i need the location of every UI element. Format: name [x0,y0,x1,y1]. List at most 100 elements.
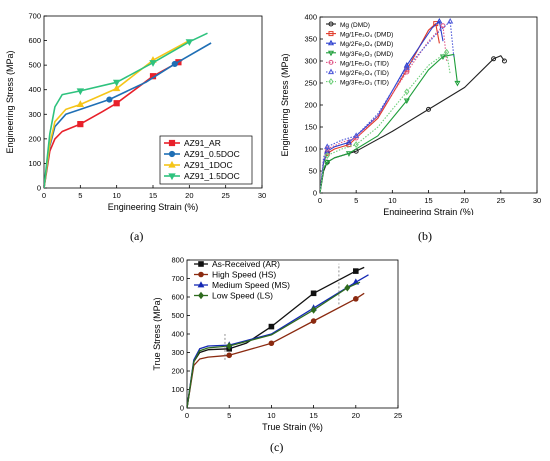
y-tick-label: 400 [171,330,184,339]
chart-c: 0 5 10 15 20 25 0 100 200 300 400 500 600 700 800 True … [152,256,402,433]
data-point [404,69,410,75]
y-tick-label: 300 [28,110,41,119]
legend-marker [168,160,176,168]
data-point [403,64,410,70]
y-tick-label: 100 [171,385,184,394]
legend-label: Mg/2Fe₃O₄ (DMD) [340,41,393,48]
legend-marker [197,281,205,288]
x-tick-label: 10 [388,196,396,205]
x-tick-label: 15 [309,411,317,420]
legend-marker [168,150,176,158]
data-point [404,88,410,96]
x-tick-label: 20 [460,196,468,205]
y-tick-label: 800 [171,256,184,265]
chart-b: 0 5 10 15 20 25 30050100150200250300350400Engi… [280,13,541,216]
y-tick-label: 50 [309,167,317,176]
legend-label: Medium Speed (MS) [212,280,290,290]
y-tick-label: 300 [304,57,317,66]
y-tick-label: 0 [313,189,317,198]
legend-marker [328,21,334,27]
legend-marker [168,173,176,181]
series-group [44,32,212,188]
legend-marker [327,68,335,75]
x-tick-label: 15 [424,196,432,205]
x-tick-label: 30 [533,196,541,205]
data-point [353,296,359,302]
x-tick-label: 15 [149,191,157,200]
y-tick-label: 600 [171,293,184,302]
legend-marker [328,59,334,65]
y-tick-label: 700 [171,274,184,283]
legend-label: Mg (DMD) [340,22,370,29]
legend-label: As-Received (AR) [212,259,280,269]
legend-marker [328,78,334,86]
data-point [345,151,352,157]
y-tick-label: 100 [28,159,41,168]
x-tick-label: 25 [497,196,505,205]
data-point [171,60,178,68]
y-tick-label: 150 [304,123,317,132]
data-point [310,306,317,314]
data-point [112,79,121,87]
y-tick-label: 200 [28,134,41,143]
data-point [113,100,120,107]
y-tick-label: 350 [304,35,317,44]
legend-marker [328,31,334,37]
x-axis-label: Engineering Strain (%) [383,207,474,215]
legend-marker [198,261,204,267]
x-axis-label: True Strain (%) [262,422,323,432]
x-tick-label: 25 [221,191,229,200]
x-axis-label: Engineering Strain (%) [108,202,199,212]
data-point [426,106,431,112]
legend-label: AZ91_1DOC [184,160,233,170]
data-point [310,318,317,324]
legend-label: AZ91_0.5DOC [184,149,240,159]
data-point [76,100,85,108]
legend-marker [198,291,204,300]
series-group [187,266,369,408]
data-point [439,54,447,61]
data-point [353,141,359,149]
x-tick-label: 0 [42,191,46,200]
caption-b: (b) [418,229,432,243]
x-tick-label: 30 [258,191,266,200]
data-point [436,17,443,24]
data-point [226,342,233,350]
data-point [324,146,330,152]
y-tick-label: 400 [28,85,41,94]
series-line [320,53,458,193]
data-point [403,61,410,68]
y-tick-label: 200 [304,101,317,110]
y-tick-label: 700 [28,12,41,21]
data-point [353,132,360,138]
data-point [185,39,194,46]
chart-a: 0 5 10 15 20 25 300100200300400500600700Engine… [5,12,266,213]
caption-a: (a) [130,229,144,243]
x-tick-label: 25 [394,411,402,420]
data-point [344,283,351,292]
x-tick-label: 0 [185,411,189,420]
data-point [76,88,85,96]
data-point [447,17,454,24]
data-point [226,352,232,359]
legend-label: Mg/1Fe₃O₄ (DMD) [340,32,393,39]
data-point [106,96,113,103]
data-point [353,135,359,141]
data-point [454,80,461,87]
y-tick-label: 500 [171,311,184,320]
series-line [320,23,440,193]
y-axis-label: Engineering Stress (MPa) [5,50,15,153]
y-tick-label: 100 [304,145,317,154]
legend-label: Mg/3Fe₂O₃ (DMD) [340,51,393,58]
data-point [268,323,275,330]
x-tick-label: 20 [185,191,193,200]
y-tick-label: 250 [304,79,317,88]
y-tick-label: 0 [180,404,184,413]
data-point [403,98,410,105]
y-tick-label: 400 [304,13,317,22]
legend-label: AZ91_1.5DOC [184,171,240,181]
data-point [149,60,157,67]
series-line [320,20,455,193]
x-tick-label: 5 [78,191,82,200]
y-tick-label: 0 [37,184,41,193]
